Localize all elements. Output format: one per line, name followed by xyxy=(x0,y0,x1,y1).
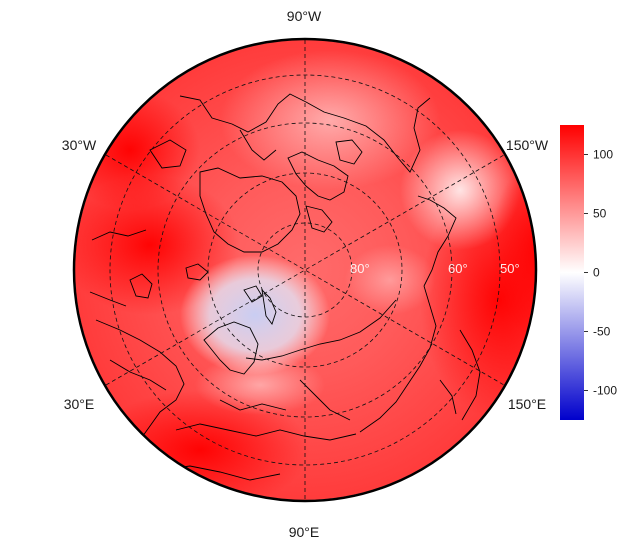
colorbar: 100 50 0 -50 -100 xyxy=(560,125,617,420)
lon-label-upper-left: 30°W xyxy=(62,137,97,153)
colorbar-tick-label: -50 xyxy=(593,325,611,339)
colorbar-tick-label: 50 xyxy=(593,207,607,221)
lon-label-bottom: 90°E xyxy=(289,524,320,540)
graticule xyxy=(105,40,505,500)
lon-label-top: 90°W xyxy=(287,8,322,24)
lon-label-upper-right: 150°W xyxy=(506,137,549,153)
lon-label-lower-right: 150°E xyxy=(508,396,546,412)
lat-label-80: 80° xyxy=(350,261,370,276)
coastlines xyxy=(89,93,481,481)
lon-label-lower-left: 30°E xyxy=(64,396,95,412)
colorbar-ticks: 100 50 0 -50 -100 xyxy=(584,148,617,398)
lat-label-50: 50° xyxy=(500,261,520,276)
colorbar-tick-label: 100 xyxy=(593,148,613,162)
colorbar-tick-label: -100 xyxy=(593,384,617,398)
map-disc xyxy=(75,40,535,500)
lat-label-60: 60° xyxy=(448,261,468,276)
colorbar-tick-label: 0 xyxy=(593,266,600,280)
map-border xyxy=(72,37,538,503)
colorbar-gradient xyxy=(560,125,584,420)
